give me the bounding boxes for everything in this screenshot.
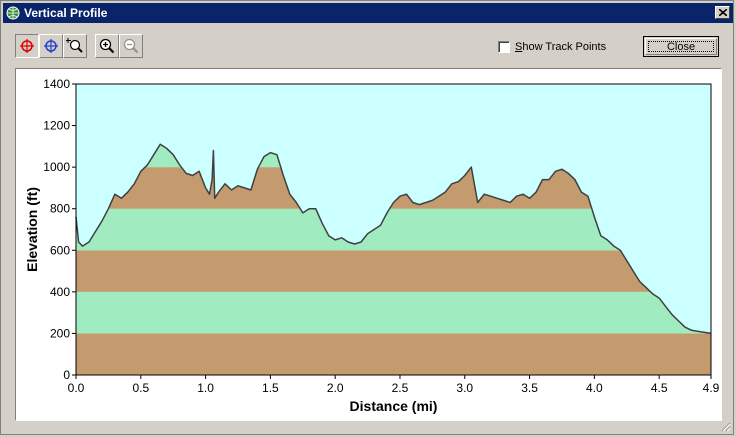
window-close-button[interactable] [715,6,730,19]
close-button[interactable]: Close [643,36,719,57]
close-icon [718,9,727,16]
select-point-red-button[interactable] [15,34,39,58]
select-point-blue-button[interactable] [39,34,63,58]
x-tick-label: 4.5 [651,381,668,395]
elevation-band [76,291,711,334]
x-axis-label: Distance (mi) [350,398,438,414]
globe-icon [6,6,20,20]
elevation-profile-line [75,143,712,335]
y-tick-label: 400 [50,285,70,299]
select-point-blue-icon [44,39,58,53]
y-tick-label: 800 [50,202,70,216]
x-tick-label: 4.0 [586,381,603,395]
elevation-chart-svg: 0 200 400 600 800 1000 1200 1400 0.0 0.5 1.0 1.5 2.0… [24,77,720,414]
resize-grip-icon[interactable] [719,420,731,432]
y-tick-label: 200 [50,326,70,340]
y-tick-label: 1000 [43,160,70,174]
vertical-profile-chart[interactable]: 0 200 400 600 800 1000 1200 1400 0.0 0.5 1.0 1.5 2.0… [15,68,722,421]
zoom-in-button[interactable] [95,34,119,58]
window-title: Vertical Profile [24,6,108,20]
show-track-points-checkbox[interactable] [498,41,510,53]
x-tick-label: 1.5 [262,381,279,395]
y-tick-label: 1200 [43,119,70,133]
elevation-band [76,333,711,375]
y-tick-label: 0 [63,368,70,382]
x-tick-label: 1.0 [197,381,214,395]
zoom-region-button[interactable] [63,34,87,58]
x-tick-label: 0.0 [68,381,85,395]
y-tick-label: 1400 [43,77,70,91]
show-track-points-label[interactable]: Show Track Points [515,41,607,53]
x-tick-label: 0.5 [132,381,149,395]
zoom-region-icon [66,38,83,53]
title-bar[interactable]: Vertical Profile [3,3,733,23]
chart-toolbar [15,34,143,60]
select-point-red-icon [20,39,34,53]
zoom-out-icon [123,38,139,54]
x-tick-label: 4.9 [703,381,720,395]
zoom-out-button[interactable] [119,34,143,58]
x-tick-label: 3.5 [521,381,538,395]
zoom-in-icon [99,38,115,54]
elevation-band [76,250,711,292]
y-axis-label: Elevation (ft) [24,187,40,272]
plot-border [75,83,712,376]
close-button-label: Close [666,40,696,53]
y-tick-label: 600 [50,243,70,257]
show-track-points-option[interactable]: Show Track Points [498,41,606,53]
x-tick-label: 2.5 [392,381,409,395]
x-tick-label: 3.0 [456,381,473,395]
x-tick-label: 2.0 [327,381,344,395]
